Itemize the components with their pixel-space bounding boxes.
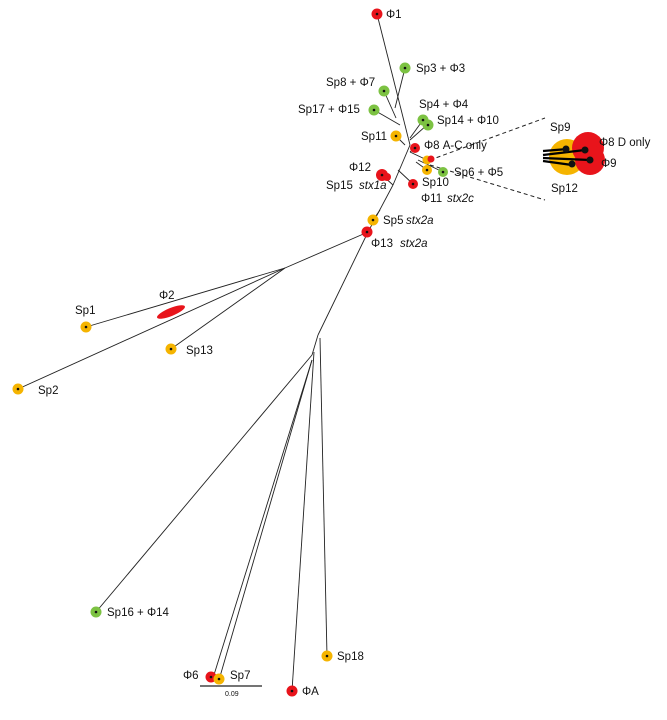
inset-label-sp12: Sp12 [551, 183, 578, 195]
dot-sp17 [372, 108, 376, 112]
dot-sp14 [426, 123, 430, 127]
tree-leaves [12, 8, 448, 697]
scale-bar-label: 0.09 [225, 691, 239, 698]
edge-phi1 [376, 13, 411, 146]
dot-phi6 [209, 675, 213, 679]
edge-sp2 [17, 267, 286, 390]
tree-edges [17, 13, 444, 692]
dot-sp11 [394, 134, 398, 138]
dot-sp3 [403, 66, 407, 70]
inset-branch-b [542, 156, 591, 162]
dot-sp4 [421, 118, 425, 122]
label-phiA: ΦA [302, 686, 319, 698]
leaf-center-dots [16, 12, 445, 693]
inset-node-a [562, 145, 570, 153]
inset-dash-lower [429, 164, 546, 201]
label-sp8-phi7: Sp8 + Φ7 [326, 77, 375, 89]
edge-phiA [291, 351, 315, 692]
edge-sp16 [95, 354, 313, 613]
dot-sp18 [325, 654, 329, 658]
label-stx2c: stx2c [447, 193, 474, 205]
label-sp10: Sp10 [422, 177, 449, 189]
label-stx2a-phi13: stx2a [400, 238, 428, 250]
label-sp1: Sp1 [75, 305, 95, 317]
label-sp13: Sp13 [186, 345, 213, 357]
inset-node-c [586, 156, 594, 164]
label-phi6: Φ6 [183, 670, 199, 682]
edge-sp13 [170, 267, 286, 350]
scale-bar: 0.09 [200, 685, 262, 698]
label-phi11: Φ11 [421, 193, 442, 205]
inset-label-phi8d: Φ8 D only [599, 137, 651, 149]
label-phi2: Φ2 [159, 290, 175, 302]
node-sp15 [383, 173, 391, 181]
label-sp3-phi3: Sp3 + Φ3 [416, 63, 465, 75]
label-sp18: Sp18 [337, 651, 364, 663]
dot-phiA [290, 689, 294, 693]
label-phi1: Φ1 [386, 9, 402, 21]
dot-sp6 [441, 170, 445, 174]
label-sp7: Sp7 [230, 670, 250, 682]
edge-mid-upper [392, 144, 411, 186]
dot-sp13 [169, 347, 173, 351]
dot-sp2 [16, 387, 20, 391]
label-stx1a: stx1a [359, 180, 387, 192]
dot-sp16 [94, 610, 98, 614]
inset-label-phi9: Φ9 [601, 158, 617, 170]
label-sp16-phi14: Sp16 + Φ14 [107, 607, 170, 619]
dot-phi13 [365, 230, 369, 234]
label-sp14-phi10: Sp14 + Φ10 [437, 115, 499, 127]
edge-sp7 [218, 359, 313, 681]
dot-sp5 [371, 218, 375, 222]
dot-sp7 [217, 677, 221, 681]
node-cluster-phi9 [427, 155, 435, 163]
label-sp6-phi5: Sp6 + Φ5 [454, 167, 503, 179]
dot-phi1 [375, 12, 379, 16]
edge-sp18 [319, 337, 328, 657]
dot-sp1 [84, 325, 88, 329]
tree-labels: Φ1 Sp3 + Φ3 Sp8 + Φ7 Sp17 + Φ15 Sp4 + Φ4… [38, 9, 651, 698]
inset-branch-a [542, 148, 586, 157]
label-sp17-phi15: Sp17 + Φ15 [298, 104, 360, 116]
label-sp4-phi4: Sp4 + Φ4 [419, 99, 469, 111]
edge-sp3 [394, 67, 406, 109]
inset-zoom [429, 117, 605, 201]
inset-label-sp9: Sp9 [550, 122, 570, 134]
node-phi2 [157, 305, 185, 319]
edge-backbone-down [317, 231, 369, 336]
label-sp2: Sp2 [38, 385, 58, 397]
label-sp11: Sp11 [361, 131, 387, 143]
dot-sp10 [425, 168, 429, 172]
edge-bottom-a [311, 334, 319, 356]
label-stx2a-sp5: stx2a [406, 215, 434, 227]
dot-sp8 [382, 89, 386, 93]
label-phi13: Φ13 [371, 238, 393, 250]
inset-branch-c [542, 159, 573, 167]
label-phi12: Φ12 [349, 162, 371, 174]
edge-phi6 [212, 359, 313, 679]
dot-phi12 [380, 173, 384, 177]
edge-sp1 [85, 267, 286, 328]
dot-phi11 [411, 182, 415, 186]
label-sp5: Sp5 [383, 215, 403, 227]
label-phi8-ac: Φ8 A-C only [424, 140, 487, 152]
label-sp15: Sp15 [326, 180, 353, 192]
inset-node-d [568, 160, 576, 168]
edge-backbone-left [284, 231, 369, 269]
inset-node-b [581, 146, 589, 154]
dot-phi8 [413, 146, 417, 150]
